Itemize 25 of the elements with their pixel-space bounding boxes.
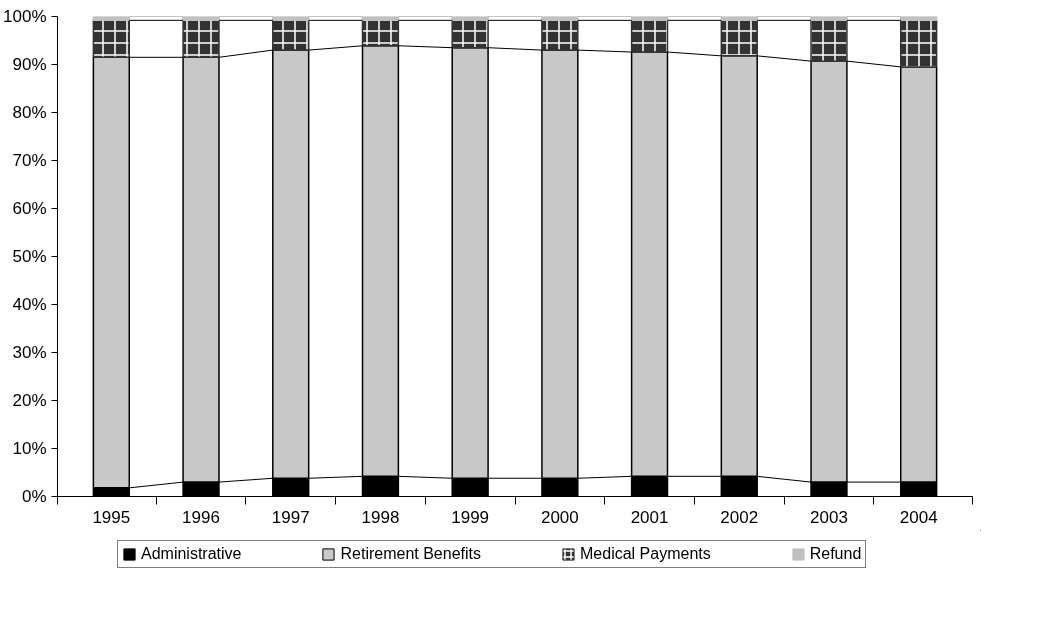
x-tick-label: 2001	[630, 507, 669, 527]
y-tick-label: 80%	[12, 103, 47, 122]
x-tick-label: 1995	[92, 507, 131, 527]
y-tick-label: 70%	[12, 151, 47, 170]
legend-label: Medical Payments	[580, 545, 711, 563]
y-tick-label: 30%	[12, 343, 47, 362]
y-tick-label: 0%	[21, 487, 47, 506]
legend-label: Refund	[809, 545, 862, 563]
y-tick-label: 10%	[12, 439, 47, 458]
x-tick-label: 2000	[540, 507, 579, 527]
y-tick-label: 60%	[12, 199, 47, 218]
x-tick-label: 1998	[361, 507, 400, 527]
x-tick-label: 2002	[720, 507, 759, 527]
legend-label: Administrative	[141, 545, 242, 563]
x-tick-label: 2003	[810, 507, 848, 527]
y-tick-label: 40%	[12, 295, 47, 314]
legend-label: Retirement Benefits	[340, 545, 481, 563]
y-tick-label: 20%	[12, 391, 47, 410]
x-tick-label: 1999	[451, 507, 490, 527]
x-tick-label: 1997	[271, 507, 310, 527]
x-tick-label: 1996	[182, 507, 220, 527]
x-tick-label: 2004	[899, 507, 938, 527]
y-tick-label: 100%	[3, 7, 47, 26]
y-tick-label: 90%	[12, 55, 47, 74]
y-tick-label: 50%	[12, 247, 47, 266]
